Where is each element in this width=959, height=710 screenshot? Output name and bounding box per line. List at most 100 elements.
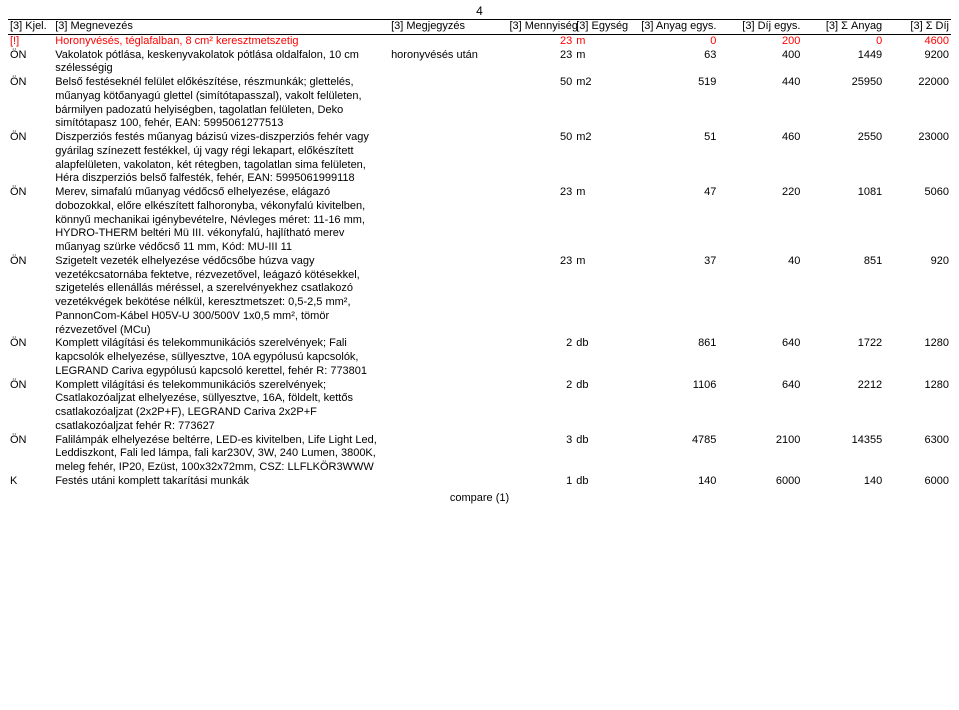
cell-sum-dij: 1280 [884, 337, 951, 378]
cell-megnevezes: Komplett világítási és telekommunikációs… [53, 337, 389, 378]
cell-megnevezes: Belső festéseknél felület előkészítése, … [53, 76, 389, 131]
col-megnevezes: [3] Megnevezés [53, 20, 389, 35]
cell-sum-dij: 1280 [884, 379, 951, 434]
cell-sum-anyag: 140 [802, 475, 884, 489]
table-row: ÖNDiszperziós festés műanyag bázisú vize… [8, 131, 951, 186]
cell-sum-anyag: 1081 [802, 186, 884, 255]
table-row: ÖNFalilámpák elhelyezése beltérre, LED-e… [8, 434, 951, 475]
cell-megnevezes: Festés utáni komplett takarítási munkák [53, 475, 389, 489]
cell-sum-anyag: 0 [802, 34, 884, 48]
cell-mennyiseg: 2 [507, 337, 574, 378]
col-sum-dij: [3] Σ Díj [884, 20, 951, 35]
cell-egyseg: m [574, 255, 626, 338]
cell-sum-anyag: 25950 [802, 76, 884, 131]
cell-megnevezes: Merev, simafalú műanyag védőcső elhelyez… [53, 186, 389, 255]
cell-megjegyzes [389, 76, 507, 131]
cell-sum-anyag: 2550 [802, 131, 884, 186]
cell-mennyiseg: 50 [507, 131, 574, 186]
cell-mennyiseg: 23 [507, 34, 574, 48]
col-kjel: [3] Kjel. [8, 20, 53, 35]
cell-anyag-egys: 140 [626, 475, 719, 489]
cell-megnevezes: Horonyvésés, téglafalban, 8 cm² keresztm… [53, 34, 389, 48]
cell-megnevezes: Falilámpák elhelyezése beltérre, LED-es … [53, 434, 389, 475]
cell-anyag-egys: 37 [626, 255, 719, 338]
table-row: ÖNBelső festéseknél felület előkészítése… [8, 76, 951, 131]
cell-dij-egys: 40 [718, 255, 802, 338]
table-body: [!]Horonyvésés, téglafalban, 8 cm² keres… [8, 34, 951, 488]
cell-sum-dij: 23000 [884, 131, 951, 186]
col-dij-egys: [3] Díj egys. [718, 20, 802, 35]
cell-kjel: ÖN [8, 255, 53, 338]
cell-sum-dij: 6300 [884, 434, 951, 475]
cell-egyseg: db [574, 434, 626, 475]
cell-egyseg: m [574, 34, 626, 48]
cell-egyseg: db [574, 379, 626, 434]
col-egyseg: [3] Egység [574, 20, 626, 35]
cell-megjegyzes [389, 255, 507, 338]
cell-sum-anyag: 14355 [802, 434, 884, 475]
cell-dij-egys: 400 [718, 49, 802, 77]
cell-kjel: ÖN [8, 131, 53, 186]
cell-kjel: ÖN [8, 379, 53, 434]
cell-megnevezes: Komplett világítási és telekommunikációs… [53, 379, 389, 434]
cell-mennyiseg: 2 [507, 379, 574, 434]
cell-megjegyzes [389, 186, 507, 255]
cell-dij-egys: 2100 [718, 434, 802, 475]
cell-megnevezes: Diszperziós festés műanyag bázisú vizes-… [53, 131, 389, 186]
cell-anyag-egys: 63 [626, 49, 719, 77]
cell-egyseg: db [574, 475, 626, 489]
cell-mennyiseg: 1 [507, 475, 574, 489]
col-megjegyzes: [3] Megjegyzés [389, 20, 507, 35]
cell-sum-dij: 4600 [884, 34, 951, 48]
table-row: KFestés utáni komplett takarítási munkák… [8, 475, 951, 489]
cell-dij-egys: 6000 [718, 475, 802, 489]
cell-anyag-egys: 861 [626, 337, 719, 378]
cell-megnevezes: Vakolatok pótlása, keskenyvakolatok pótl… [53, 49, 389, 77]
cell-megjegyzes [389, 337, 507, 378]
cell-sum-anyag: 851 [802, 255, 884, 338]
table-row: ÖNKomplett világítási és telekommunikáci… [8, 379, 951, 434]
cell-mennyiseg: 23 [507, 186, 574, 255]
cell-kjel: K [8, 475, 53, 489]
cell-egyseg: m [574, 49, 626, 77]
cell-megjegyzes [389, 475, 507, 489]
cell-anyag-egys: 0 [626, 34, 719, 48]
cell-kjel: [!] [8, 34, 53, 48]
table-row: ÖNMerev, simafalú műanyag védőcső elhely… [8, 186, 951, 255]
table-row: ÖNSzigetelt vezeték elhelyezése védőcsőb… [8, 255, 951, 338]
cost-table: [3] Kjel. [3] Megnevezés [3] Megjegyzés … [8, 19, 951, 489]
cell-anyag-egys: 1106 [626, 379, 719, 434]
cell-sum-dij: 5060 [884, 186, 951, 255]
cell-kjel: ÖN [8, 76, 53, 131]
cell-sum-anyag: 2212 [802, 379, 884, 434]
cell-sum-anyag: 1722 [802, 337, 884, 378]
col-sum-anyag: [3] Σ Anyag [802, 20, 884, 35]
cell-anyag-egys: 519 [626, 76, 719, 131]
cell-kjel: ÖN [8, 337, 53, 378]
header-row: [3] Kjel. [3] Megnevezés [3] Megjegyzés … [8, 20, 951, 35]
cell-dij-egys: 440 [718, 76, 802, 131]
cell-sum-dij: 920 [884, 255, 951, 338]
cell-mennyiseg: 3 [507, 434, 574, 475]
footer-text: compare (1) [8, 492, 951, 504]
cell-egyseg: db [574, 337, 626, 378]
cell-megjegyzes: horonyvésés után [389, 49, 507, 77]
cell-dij-egys: 640 [718, 337, 802, 378]
cell-kjel: ÖN [8, 434, 53, 475]
cell-egyseg: m2 [574, 131, 626, 186]
cell-dij-egys: 640 [718, 379, 802, 434]
cell-anyag-egys: 51 [626, 131, 719, 186]
cell-kjel: ÖN [8, 186, 53, 255]
table-row: ÖNKomplett világítási és telekommunikáci… [8, 337, 951, 378]
cell-egyseg: m2 [574, 76, 626, 131]
table-row: [!]Horonyvésés, téglafalban, 8 cm² keres… [8, 34, 951, 48]
cell-megjegyzes [389, 131, 507, 186]
cell-dij-egys: 200 [718, 34, 802, 48]
cell-kjel: ÖN [8, 49, 53, 77]
page-number: 4 [8, 4, 951, 18]
cell-megnevezes: Szigetelt vezeték elhelyezése védőcsőbe … [53, 255, 389, 338]
cell-anyag-egys: 4785 [626, 434, 719, 475]
col-mennyiseg: [3] Mennyiség [507, 20, 574, 35]
table-row: ÖNVakolatok pótlása, keskenyvakolatok pó… [8, 49, 951, 77]
cell-megjegyzes [389, 434, 507, 475]
